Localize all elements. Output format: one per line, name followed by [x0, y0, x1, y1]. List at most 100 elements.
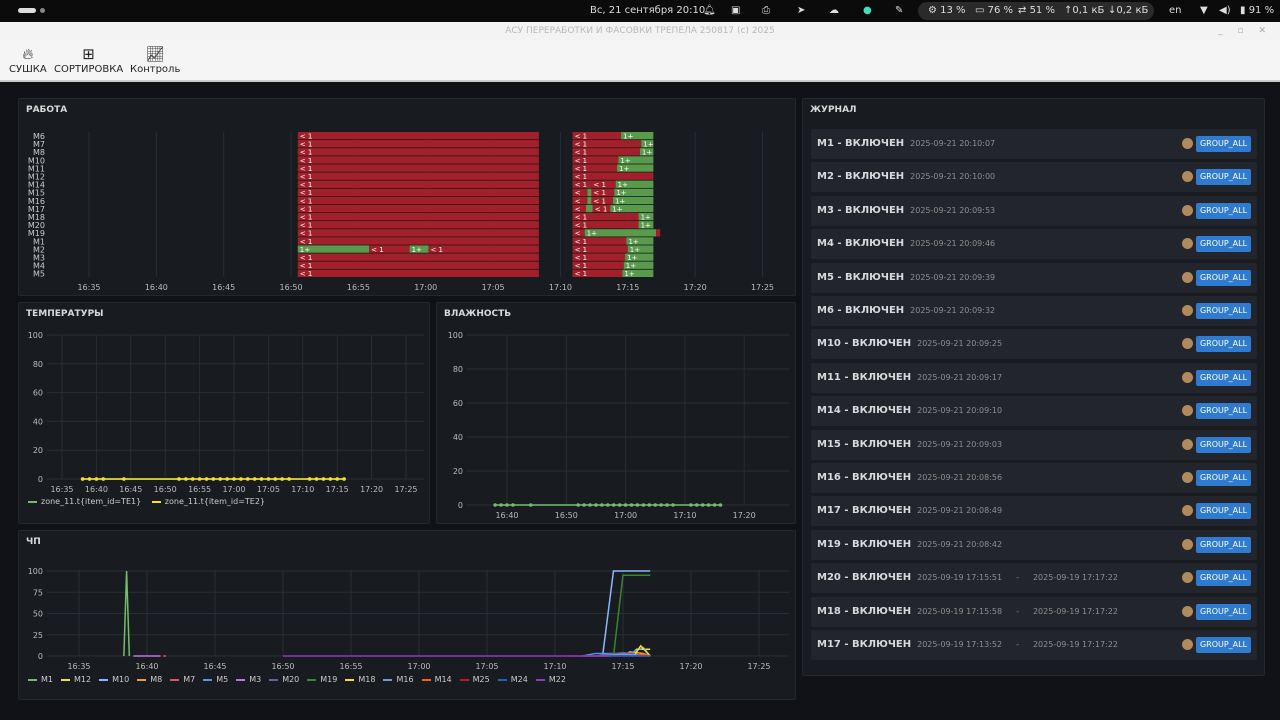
legend-item[interactable]: M16	[383, 675, 414, 684]
app-icon[interactable]: ●	[863, 5, 872, 16]
panel-title: ВЛАЖНОСТЬ	[444, 309, 512, 319]
state-segment	[572, 245, 628, 253]
group-all-button[interactable]: GROUP_ALL	[1196, 169, 1251, 186]
journal-entry[interactable]: M1 - ВКЛЮЧЕН 2025-09-21 20:10:07 GROUP_ALL	[811, 129, 1257, 159]
legend-item[interactable]: M1	[28, 675, 53, 684]
journal-entry[interactable]: M3 - ВКЛЮЧЕН 2025-09-21 20:09:53 GROUP_ALL	[811, 195, 1257, 226]
journal-entry[interactable]: M4 - ВКЛЮЧЕН 2025-09-21 20:09:46 GROUP_ALL	[811, 229, 1257, 260]
printer-icon[interactable]: ⎙	[762, 5, 770, 16]
legend-item[interactable]: M25	[459, 675, 490, 684]
data-point	[307, 477, 312, 481]
nav-sorting-button[interactable]: ⊞ СОРТИРОВКА	[54, 45, 124, 75]
group-all-button[interactable]: GROUP_ALL	[1196, 470, 1251, 486]
legend-item[interactable]: M3	[236, 675, 261, 684]
data-point	[94, 477, 99, 481]
journal-entry[interactable]: M10 - ВКЛЮЧЕН 2025-09-21 20:09:25 GROUP_AL…	[811, 329, 1257, 360]
nav-control-button[interactable]: 📈︎ Контроль	[130, 45, 181, 75]
app-tray-icon[interactable]: ▣	[731, 5, 741, 16]
legend-item[interactable]: M8	[137, 675, 162, 684]
x-tick-label: 16:45	[203, 662, 226, 671]
state-label: < 1	[575, 246, 588, 254]
battery-level[interactable]: ▮ 91 %	[1240, 5, 1275, 16]
entry-start-time: 2025-09-19 17:15:58	[917, 606, 1003, 616]
keyboard-layout[interactable]: en	[1169, 5, 1182, 16]
state-label: 1+	[615, 197, 625, 205]
legend-item[interactable]: M5	[203, 675, 228, 684]
journal-entry[interactable]: M18 - ВКЛЮЧЕН 2025-09-19 17:15:58-2025-09…	[811, 596, 1257, 627]
datetime[interactable]: Вс, 21 сентября 20:10	[590, 5, 706, 16]
group-all-button[interactable]: GROUP_ALL	[1196, 436, 1251, 453]
entry-name: M17 - ВКЛЮЧЕН 2025-09-19 17:13:52-2025-09…	[817, 639, 1118, 650]
data-point	[280, 477, 284, 481]
activities-icon[interactable]	[18, 8, 36, 13]
legend-item[interactable]: M7	[170, 675, 195, 684]
system-monitor[interactable]	[918, 2, 1154, 20]
group-all-button[interactable]: GROUP_ALL	[1196, 136, 1251, 152]
nav-drying-button[interactable]: 🔥︎ СУШКА	[9, 45, 47, 75]
data-point	[606, 503, 610, 507]
telegram-icon[interactable]: ➤	[797, 5, 806, 16]
legend-item[interactable]: M12	[61, 675, 91, 684]
cloud-icon[interactable]: ☁	[829, 5, 839, 16]
state-label: < 1	[575, 157, 588, 165]
legend-item[interactable]: zone_11.t{item_id=TE2}	[151, 497, 265, 506]
journal-entry[interactable]: M11 - ВКЛЮЧЕН 2025-09-21 20:09:17 GROUP_AL…	[811, 362, 1257, 393]
journal-entry[interactable]: M5 - ВКЛЮЧЕН 2025-09-21 20:09:39 GROUP_ALL	[811, 262, 1257, 293]
wifi-icon[interactable]: ▼	[1200, 5, 1208, 16]
legend-item[interactable]: M19	[307, 675, 337, 684]
upload-speed: ↑0,1 кБ	[1064, 5, 1105, 16]
entry-start-time: 2025-09-21 20:09:17	[917, 372, 1003, 382]
entry-name: M15 - ВКЛЮЧЕН 2025-09-21 20:09:03	[817, 438, 1003, 450]
legend-item[interactable]: M14	[421, 675, 452, 684]
window-controls[interactable]: _ ▫ ✕	[1218, 26, 1272, 36]
group-all-button[interactable]: GROUP_ALL	[1196, 536, 1251, 553]
y-tick-label: 0	[38, 652, 43, 661]
bell-icon[interactable]: 🔔︎	[703, 5, 716, 16]
pen-icon[interactable]: ✎	[895, 5, 904, 16]
state-segment	[572, 237, 627, 245]
group-all-button[interactable]: GROUP_ALL	[1196, 403, 1251, 420]
data-point	[653, 503, 658, 507]
state-segment	[638, 213, 654, 221]
data-point	[252, 477, 257, 481]
group-all-button[interactable]: GROUP_ALL	[1196, 269, 1251, 286]
data-point	[629, 503, 634, 507]
journal-entry[interactable]: M15 - ВКЛЮЧЕН 2025-09-21 20:09:03 GROUP_AL…	[811, 429, 1257, 460]
panel-humidity: ВЛАЖНОСТЬ 0 20 40 60 80 100 16:40 16:50 17:00 17:…	[436, 302, 796, 524]
x-tick-label: 16:35	[50, 485, 73, 494]
journal-entry[interactable]: M17 - ВКЛЮЧЕН 2025-09-19 17:13:52-2025-09…	[811, 630, 1257, 660]
journal-entry[interactable]: M14 - ВКЛЮЧЕН 2025-09-21 20:09:10 GROUP_AL…	[811, 396, 1257, 427]
group-all-button[interactable]: GROUP_ALL	[1196, 303, 1251, 319]
group-all-button[interactable]: GROUP_ALL	[1196, 503, 1251, 520]
state-label: < 1	[575, 165, 588, 173]
legend-item[interactable]: M20	[269, 675, 299, 684]
journal-entry[interactable]: M19 - ВКЛЮЧЕН 2025-09-21 20:08:42 GROUP_AL…	[811, 529, 1257, 560]
group-all-button[interactable]: GROUP_ALL	[1196, 603, 1251, 620]
state-label: 1+	[641, 222, 651, 230]
journal-entry[interactable]: M20 - ВКЛЮЧЕН 2025-09-19 17:15:51-2025-09…	[811, 563, 1257, 594]
group-all-button[interactable]: GROUP_ALL	[1196, 369, 1251, 386]
group-all-button[interactable]: GROUP_ALL	[1196, 336, 1251, 353]
workspace-icon[interactable]	[40, 8, 45, 13]
group-all-button[interactable]: GROUP_ALL	[1196, 570, 1251, 587]
state-label: < 1	[300, 165, 313, 173]
legend-item[interactable]: zone_11.t{item_id=TE1}	[28, 497, 141, 506]
legend-item[interactable]: M22	[535, 675, 566, 684]
legend-item[interactable]: M24	[497, 675, 528, 684]
journal-entry[interactable]: M16 - ВКЛЮЧЕН 2025-09-21 20:08:56 GROUP_AL…	[811, 463, 1257, 493]
journal-entry[interactable]: M17 - ВКЛЮЧЕН 2025-09-21 20:08:49 GROUP_AL…	[811, 496, 1257, 527]
journal-entry[interactable]: M6 - ВКЛЮЧЕН 2025-09-21 20:09:32 GROUP_ALL	[811, 296, 1257, 326]
legend-item[interactable]: M18	[345, 675, 375, 684]
volume-icon[interactable]: ◀)	[1219, 5, 1231, 16]
group-all-button[interactable]: GROUP_ALL	[1196, 236, 1251, 253]
y-tick-label: 80	[33, 360, 43, 369]
state-segment	[614, 188, 654, 196]
legend-item[interactable]: M10	[99, 675, 129, 684]
group-all-button[interactable]: GROUP_ALL	[1196, 637, 1251, 653]
state-segment	[572, 196, 588, 205]
x-tick-label: 17:15	[326, 485, 349, 494]
data-point	[671, 503, 675, 507]
group-all-button[interactable]: GROUP_ALL	[1196, 202, 1251, 219]
journal-entry[interactable]: M2 - ВКЛЮЧЕН 2025-09-21 20:10:00 GROUP_ALL	[811, 162, 1257, 193]
x-tick-label: 16:55	[188, 485, 211, 494]
